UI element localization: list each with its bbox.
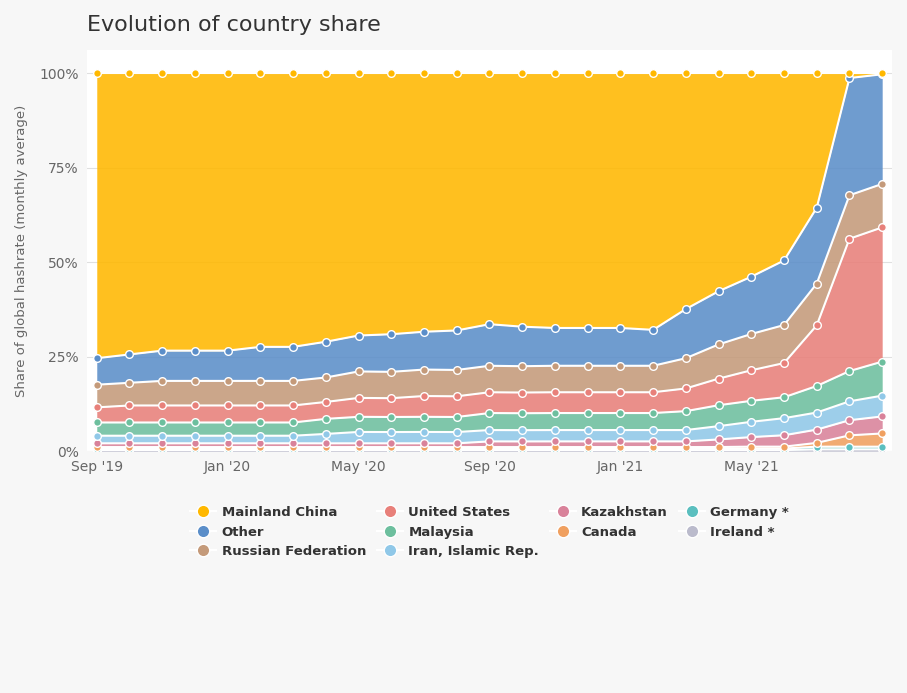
Legend: Mainland China, Other, Russian Federation, United States, Malaysia, Iran, Islami: Mainland China, Other, Russian Federatio… (190, 506, 789, 558)
Text: Evolution of country share: Evolution of country share (87, 15, 381, 35)
Y-axis label: Share of global hashrate (monthly average): Share of global hashrate (monthly averag… (15, 105, 28, 397)
